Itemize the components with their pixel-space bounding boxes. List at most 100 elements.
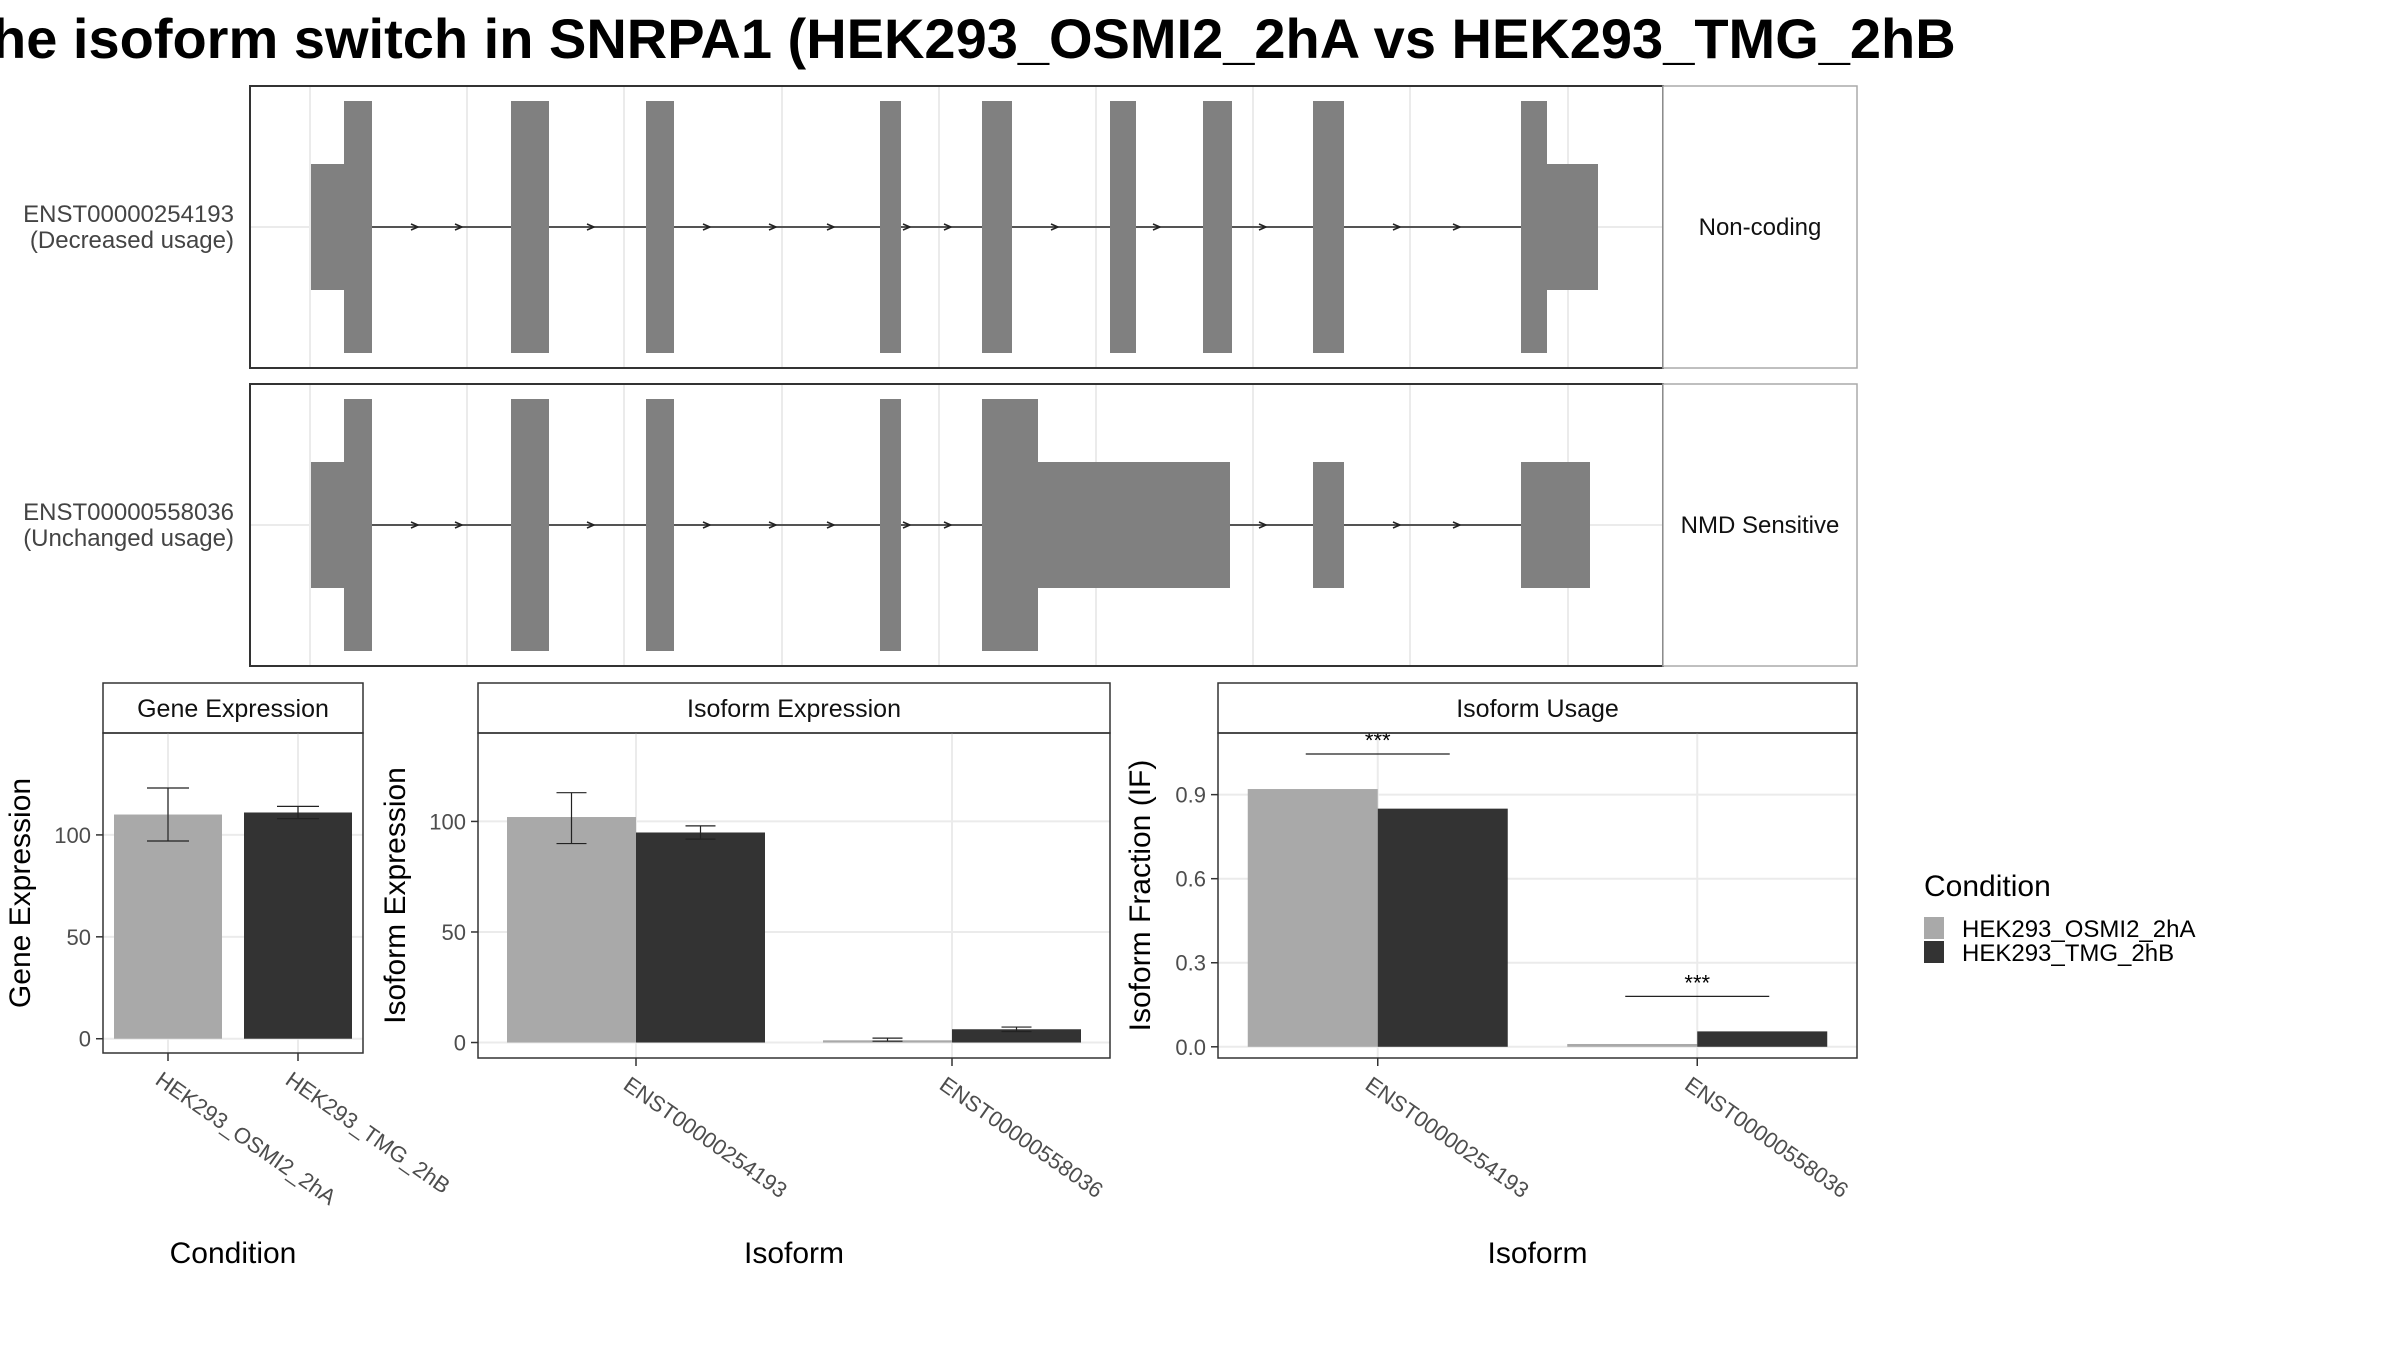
bar	[507, 817, 636, 1043]
strand-arrow	[1258, 223, 1268, 231]
structure-row-1-strip	[1662, 85, 1858, 369]
strand-arrow	[410, 223, 420, 231]
coding-exon	[1521, 101, 1547, 353]
strand-arrow	[943, 223, 953, 231]
legend-label-1: HEK293_OSMI2_2hA	[1962, 916, 2195, 943]
strand-arrow	[454, 223, 464, 231]
coding-exon	[344, 101, 372, 353]
y-axis-title: Isoform Fraction (IF)	[1124, 760, 1157, 1032]
isoform-2-category: NMD Sensitive	[1681, 512, 1840, 539]
isoform-2-id-label: ENST00000558036	[23, 499, 234, 526]
isoform-1-usage-label: (Decreased usage)	[30, 227, 234, 254]
bar	[952, 1029, 1081, 1043]
structure-row-1-exons	[311, 101, 1598, 353]
utr-exon	[311, 462, 344, 588]
isoform-1-category: Non-coding	[1699, 214, 1822, 241]
legend-label-2: HEK293_TMG_2hB	[1962, 940, 2174, 967]
bar	[1697, 1031, 1828, 1047]
y-tick-label: 0	[79, 1027, 91, 1052]
utr-exon	[1038, 462, 1230, 588]
utr-exon	[1521, 462, 1590, 588]
coding-exon	[646, 399, 674, 651]
strand-arrow	[902, 223, 912, 231]
strand-arrow	[768, 223, 778, 231]
strand-arrow	[410, 521, 420, 529]
strand-arrow	[1392, 521, 1402, 529]
coding-exon	[1203, 101, 1232, 353]
significance-label: ***	[1365, 728, 1391, 753]
x-tick-label: ENST00000254193	[619, 1072, 792, 1203]
strand-arrow	[1050, 223, 1060, 231]
transcript-structure-panel: Non-coding ENST00000254193 (Decreased us…	[23, 85, 1858, 667]
plot-border	[1217, 732, 1858, 1059]
strip-header	[477, 682, 1111, 734]
coding-exon	[1110, 101, 1136, 353]
isoform-1-id-label: ENST00000254193	[23, 201, 234, 228]
y-tick-label: 0	[454, 1031, 466, 1056]
chart-3: Isoform Usage 0.0 0.3 0.6 0.9 *** *** ENST00000…	[1124, 682, 1858, 1270]
coding-exon	[1313, 101, 1344, 353]
bar	[244, 812, 352, 1039]
strand-arrow	[943, 521, 953, 529]
plot-border	[102, 732, 364, 1054]
y-tick-label: 0.9	[1175, 783, 1206, 808]
x-axis-title: Isoform	[744, 1237, 844, 1270]
y-tick-label: 0.6	[1175, 867, 1206, 892]
strand-arrow	[586, 521, 596, 529]
bar	[1377, 808, 1508, 1047]
bar-charts: Gene Expression050100HEK293_OSMI2_2hAHEK…	[4, 682, 1858, 1270]
strand-arrow	[826, 223, 836, 231]
strand-arrow	[586, 223, 596, 231]
strand-arrow	[454, 521, 464, 529]
strand-arrow	[1152, 223, 1162, 231]
chart-title: Isoform Usage	[1456, 695, 1619, 723]
coding-exon	[880, 399, 901, 651]
x-tick-label: ENST00000558036	[935, 1072, 1108, 1203]
coding-exon	[344, 399, 372, 651]
bar	[1567, 1043, 1698, 1047]
x-axis-title: Isoform	[1487, 1237, 1587, 1270]
strand-arrow	[826, 521, 836, 529]
y-tick-label: 0.0	[1175, 1035, 1206, 1060]
chart-title: Isoform Expression	[687, 695, 901, 723]
coding-exon	[646, 101, 674, 353]
y-tick-label: 100	[54, 823, 91, 848]
chart-title: Gene Expression	[137, 695, 329, 723]
significance-label: ***	[1684, 970, 1710, 995]
y-axis-title: Gene Expression	[4, 778, 37, 1008]
coding-exon	[880, 101, 901, 353]
isoform-2-usage-label: (Unchanged usage)	[23, 525, 234, 552]
legend-swatch-1	[1924, 917, 1944, 939]
bar	[114, 814, 222, 1039]
y-tick-label: 0.3	[1175, 951, 1206, 976]
strand-arrow	[1452, 223, 1462, 231]
bar	[636, 832, 765, 1043]
x-tick-label: ENST00000254193	[1361, 1072, 1534, 1203]
utr-exon	[1547, 164, 1598, 290]
chart-2: Isoform Expression 0 50 100 ENST00000254193 E…	[379, 682, 1111, 1270]
y-tick-label: 50	[442, 920, 466, 945]
y-tick-label: 50	[67, 925, 91, 950]
strand-arrow	[702, 521, 712, 529]
figure-title: he isoform switch in SNRPA1 (HEK293_OSMI…	[0, 7, 1956, 70]
strip-header	[102, 682, 364, 734]
strand-arrow	[902, 521, 912, 529]
strand-arrow	[1392, 223, 1402, 231]
plot-border	[477, 732, 1111, 1059]
strand-arrow	[768, 521, 778, 529]
legend-swatch-2	[1924, 941, 1944, 963]
utr-exon	[1313, 462, 1344, 588]
strand-arrow	[1452, 521, 1462, 529]
strand-arrow	[702, 223, 712, 231]
coding-exon	[982, 101, 1012, 353]
legend: Condition HEK293_OSMI2_2hA HEK293_TMG_2h…	[1924, 870, 2195, 967]
coding-exon	[511, 399, 549, 651]
legend-title: Condition	[1924, 870, 2051, 903]
structure-row-2-exons	[311, 399, 1590, 651]
y-tick-label: 100	[429, 809, 466, 834]
strand-arrow	[1258, 521, 1268, 529]
x-tick-label: ENST00000558036	[1680, 1072, 1853, 1203]
utr-exon	[311, 164, 344, 290]
y-axis-title: Isoform Expression	[379, 767, 412, 1024]
